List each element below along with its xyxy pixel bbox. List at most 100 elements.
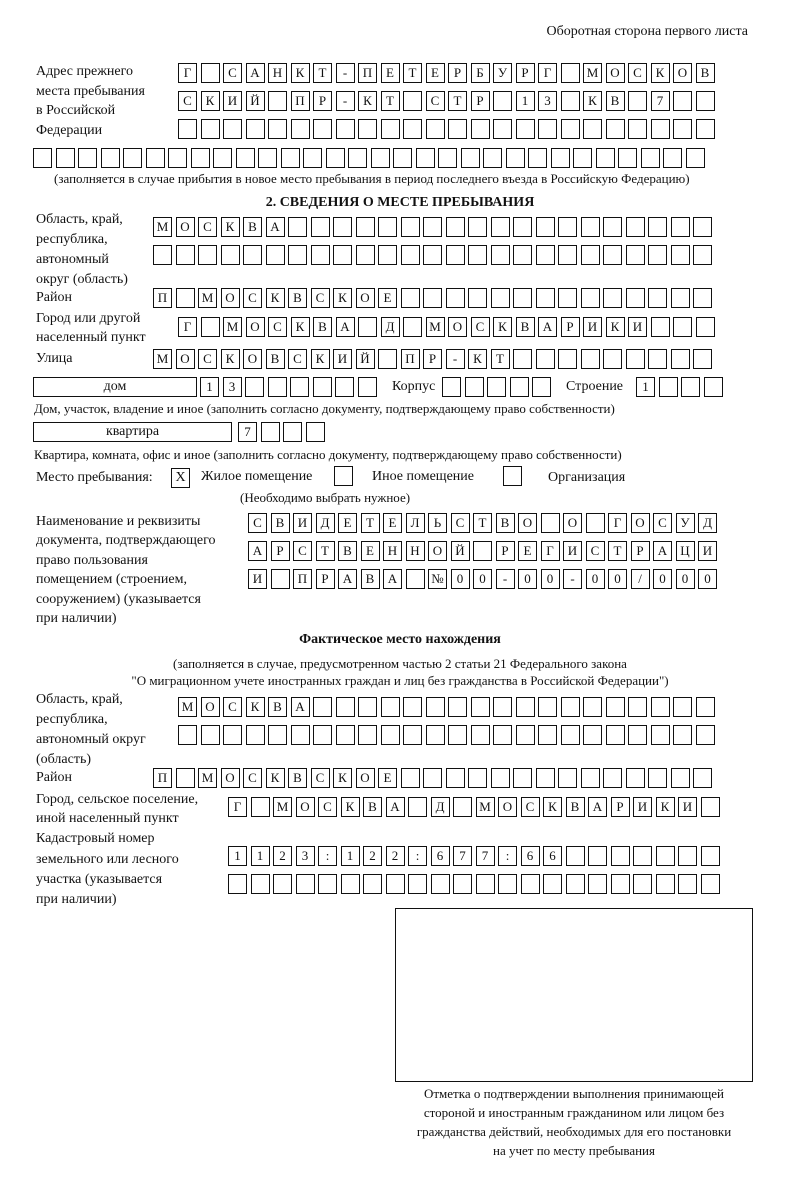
char-cell[interactable]: К <box>605 317 625 337</box>
char-cell[interactable] <box>585 513 605 533</box>
char-cell[interactable]: С <box>450 513 470 533</box>
char-cell[interactable]: И <box>333 349 352 369</box>
char-cell[interactable]: Р <box>515 63 535 83</box>
char-cell[interactable]: Н <box>405 541 425 561</box>
char-cell[interactable]: 1 <box>228 846 247 866</box>
char-cell[interactable]: О <box>498 797 517 817</box>
char-cell[interactable] <box>408 797 427 817</box>
char-cell[interactable]: П <box>153 768 172 788</box>
char-cell[interactable]: М <box>153 349 172 369</box>
char-cell[interactable]: С <box>520 797 540 817</box>
char-cell[interactable]: Р <box>270 541 290 561</box>
char-cell[interactable]: С <box>585 541 605 561</box>
char-cell[interactable] <box>580 288 600 308</box>
char-cell[interactable]: : <box>408 846 427 866</box>
char-cell[interactable] <box>633 874 652 894</box>
char-cell[interactable]: А <box>653 541 672 561</box>
char-cell[interactable]: А <box>265 217 285 237</box>
char-cell[interactable] <box>595 148 615 168</box>
char-cell[interactable] <box>268 119 287 139</box>
char-cell[interactable] <box>403 697 422 717</box>
char-cell[interactable] <box>310 245 330 265</box>
char-cell[interactable]: : <box>498 846 517 866</box>
char-cell[interactable]: К <box>340 797 360 817</box>
char-cell[interactable] <box>580 768 600 788</box>
other-premises-checkbox[interactable] <box>334 466 353 486</box>
char-cell[interactable] <box>703 377 723 397</box>
char-cell[interactable]: А <box>338 569 357 589</box>
char-cell[interactable] <box>490 288 510 308</box>
char-cell[interactable]: Т <box>448 91 467 111</box>
char-cell[interactable] <box>605 697 625 717</box>
char-cell[interactable]: У <box>675 513 695 533</box>
char-cell[interactable]: С <box>318 797 337 817</box>
char-cell[interactable] <box>243 245 262 265</box>
char-cell[interactable]: Т <box>490 349 510 369</box>
char-cell[interactable]: В <box>360 569 380 589</box>
char-cell[interactable] <box>270 569 290 589</box>
char-cell[interactable]: К <box>220 217 240 237</box>
char-cell[interactable] <box>588 874 607 894</box>
char-cell[interactable] <box>650 119 670 139</box>
char-cell[interactable]: К <box>358 91 377 111</box>
char-cell[interactable]: 6 <box>543 846 562 866</box>
char-cell[interactable] <box>175 245 195 265</box>
char-cell[interactable] <box>648 768 667 788</box>
char-cell[interactable]: Е <box>360 541 380 561</box>
char-cell[interactable] <box>670 245 690 265</box>
char-cell[interactable] <box>400 217 420 237</box>
char-cell[interactable] <box>540 513 560 533</box>
char-cell[interactable] <box>290 377 309 397</box>
char-cell[interactable] <box>295 874 315 894</box>
char-cell[interactable]: В <box>338 541 357 561</box>
char-cell[interactable] <box>333 217 352 237</box>
char-cell[interactable] <box>670 349 690 369</box>
char-cell[interactable]: С <box>470 317 490 337</box>
char-cell[interactable]: С <box>248 513 267 533</box>
char-cell[interactable] <box>655 846 675 866</box>
char-cell[interactable] <box>425 697 445 717</box>
char-cell[interactable]: М <box>273 797 292 817</box>
char-cell[interactable] <box>535 217 555 237</box>
char-cell[interactable] <box>470 697 490 717</box>
char-cell[interactable]: Е <box>338 513 357 533</box>
char-cell[interactable]: И <box>223 91 242 111</box>
char-cell[interactable] <box>78 148 97 168</box>
char-cell[interactable]: Г <box>540 541 560 561</box>
char-cell[interactable] <box>528 148 547 168</box>
char-cell[interactable]: Р <box>630 541 650 561</box>
char-cell[interactable] <box>535 245 555 265</box>
char-cell[interactable]: Р <box>423 349 442 369</box>
char-cell[interactable] <box>175 768 195 788</box>
char-cell[interactable] <box>335 697 355 717</box>
char-cell[interactable] <box>673 317 692 337</box>
char-cell[interactable]: С <box>288 349 307 369</box>
char-cell[interactable] <box>408 874 427 894</box>
char-cell[interactable]: М <box>198 288 217 308</box>
char-cell[interactable] <box>305 422 325 442</box>
char-cell[interactable]: Р <box>470 91 490 111</box>
char-cell[interactable] <box>290 725 310 745</box>
char-cell[interactable] <box>628 119 647 139</box>
char-cell[interactable] <box>273 874 292 894</box>
char-cell[interactable]: В <box>288 288 307 308</box>
char-cell[interactable]: - <box>495 569 515 589</box>
char-cell[interactable]: Д <box>380 317 400 337</box>
char-cell[interactable]: А <box>588 797 607 817</box>
char-cell[interactable] <box>423 217 442 237</box>
char-cell[interactable] <box>670 217 690 237</box>
char-cell[interactable] <box>245 725 265 745</box>
char-cell[interactable] <box>490 245 510 265</box>
char-cell[interactable]: Й <box>355 349 375 369</box>
flat-type-field[interactable]: квартира <box>33 422 232 442</box>
char-cell[interactable] <box>288 245 307 265</box>
char-cell[interactable] <box>453 797 472 817</box>
char-cell[interactable]: М <box>223 317 242 337</box>
char-cell[interactable] <box>678 874 697 894</box>
char-cell[interactable]: А <box>383 569 402 589</box>
char-cell[interactable] <box>268 91 287 111</box>
